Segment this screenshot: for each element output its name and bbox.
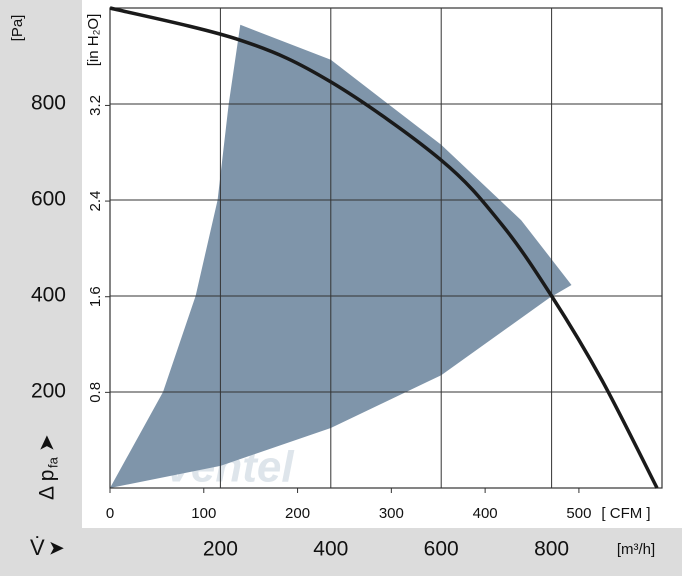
- x2-tick-label: 200: [285, 505, 310, 522]
- bottom-band: [0, 528, 682, 576]
- x2-tick-label: 400: [473, 505, 498, 522]
- x2-tick-label: 500: [566, 505, 591, 522]
- operating-range: [110, 24, 572, 489]
- y-tick-label: 200: [31, 380, 66, 403]
- y-tick-label: 400: [31, 284, 66, 307]
- arrow: ➤: [36, 434, 59, 452]
- fan-curve: [109, 6, 659, 489]
- y-label-sub: fa: [45, 456, 60, 468]
- arrow: ➤: [48, 537, 65, 559]
- y2-tick-label: 0.8: [87, 382, 104, 403]
- y-label: Δ p fa ➤: [36, 434, 61, 500]
- y2-tick-label: 1.6: [87, 286, 104, 307]
- x2-tick-label: 300: [379, 505, 404, 522]
- x2-tick-label: 100: [191, 505, 216, 522]
- x-label: V̇: [30, 535, 45, 560]
- y-tick-label: 600: [31, 188, 66, 211]
- y-tick-label: 800: [31, 92, 66, 115]
- x-tick-label: 600: [424, 538, 459, 561]
- x2-tick-label: 0: [106, 505, 114, 522]
- left-band: [0, 0, 82, 528]
- plot-frame: [109, 7, 663, 489]
- x2-unit: [ CFM ]: [601, 505, 650, 522]
- x-tick-label: 200: [203, 538, 238, 561]
- y2-tick-label: 2.4: [87, 191, 104, 212]
- y2-tick-label: 3.2: [87, 95, 104, 116]
- y-label-text: Δ p: [36, 470, 59, 500]
- x-unit: [m³/h]: [617, 541, 655, 558]
- x-tick-label: 800: [534, 538, 569, 561]
- y-unit: [Pa]: [9, 15, 26, 42]
- y2-unit: [in H₂O]: [85, 14, 102, 67]
- x-tick-label: 400: [313, 538, 348, 561]
